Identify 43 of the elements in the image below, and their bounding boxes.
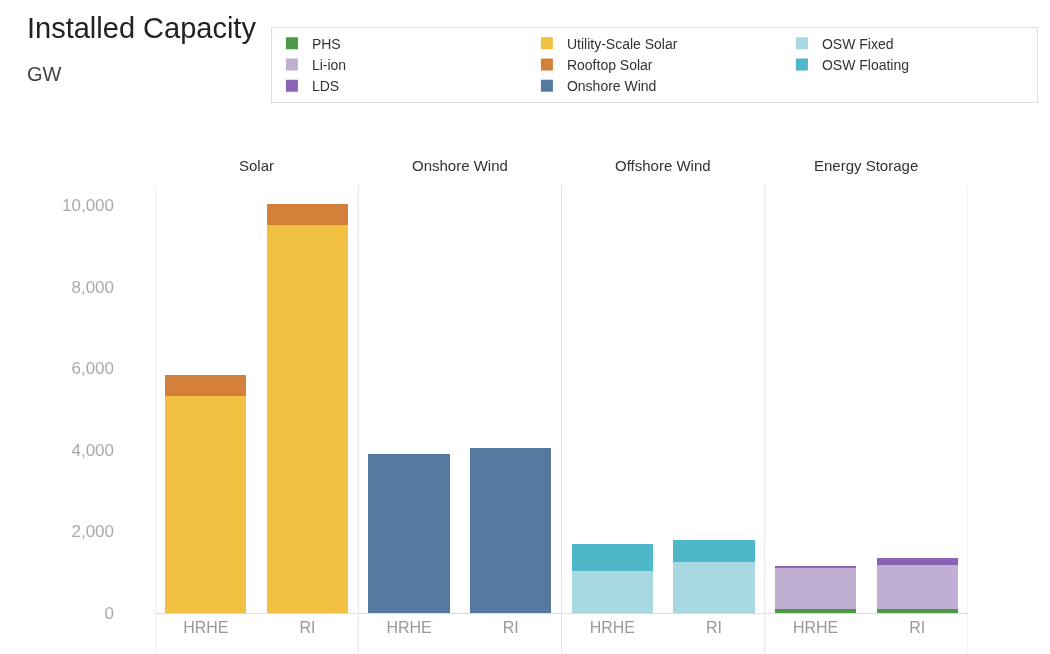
x-tick-label: RI [909,619,926,637]
y-tick-label: 4,000 [71,440,114,460]
bar [774,608,857,613]
bar [266,224,349,613]
x-tick-label: HRHE [792,619,839,637]
bar [165,375,247,396]
text: Onshore Wind [412,157,508,174]
y-tick-label: 10,000 [62,196,114,216]
x-tick-label: HRHE [386,619,432,637]
y-tick-label: 0 [104,603,114,623]
bar [266,204,349,225]
x-tick-label: RI [705,619,722,637]
bar [571,543,653,572]
text: Energy Storage [814,157,919,174]
bar [876,564,958,609]
x-tick-label: HRHE [589,619,635,637]
bar [876,608,958,613]
text: Solar [239,157,275,174]
bar [368,454,450,613]
legend-label: Utility-Scale Solar [566,35,678,52]
bar [165,395,247,613]
legend-label: Li-ion [311,56,347,73]
legend-label: Onshore Wind [566,78,657,95]
y-tick-label: 6,000 [71,359,114,379]
chart-title: Installed Capacity [27,12,257,44]
y-tick-label: 2,000 [71,522,114,542]
x-tick-label: RI [299,619,316,637]
x-tick-label: HRHE [183,619,229,637]
bar [673,562,755,613]
text: Offshore Wind [615,157,711,174]
y-tick-label: 8,000 [71,277,114,297]
x-tick-label: RI [502,619,519,637]
legend-label: Rooftop Solar [566,56,653,73]
chart-subtitle: GW [27,63,62,85]
bar [774,567,857,609]
bar [571,571,653,613]
bar [876,557,958,565]
legend-label: OSW Floating [821,56,910,73]
bar [673,539,755,563]
legend-label: PHS [311,35,341,52]
legend-label: LDS [311,78,340,95]
bar [470,447,552,613]
legend-label: OSW Fixed [821,35,894,52]
